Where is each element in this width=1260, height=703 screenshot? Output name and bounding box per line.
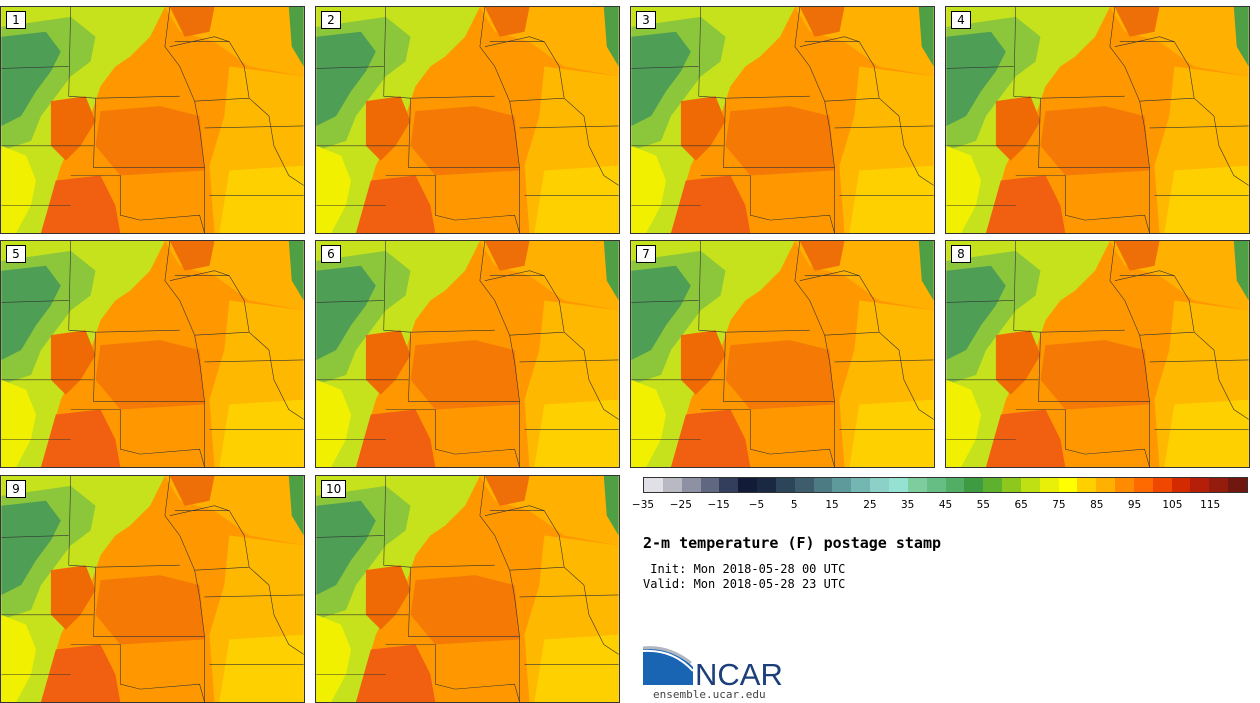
colorbar-swatch: [644, 478, 663, 492]
member-number-label: 10: [321, 480, 347, 498]
colorbar-tick-label: 25: [863, 499, 877, 511]
temperature-colorbar: [643, 477, 1248, 493]
map-area: [1, 476, 304, 702]
colorbar-swatch: [1152, 478, 1172, 492]
colorbar-tick-label: 45: [938, 499, 953, 511]
member-panel: 5: [0, 240, 305, 468]
temperature-map: [631, 7, 934, 233]
colorbar-swatch: [1171, 478, 1191, 492]
colorbar-tick-label: 95: [1127, 499, 1142, 511]
colorbar-tick-labels: −35 −25 −15 −5 5 15 25 35 45 55 65 75 85 95 105 115: [632, 499, 1248, 513]
colorbar-swatch: [945, 478, 965, 492]
temperature-map: [316, 476, 619, 702]
colorbar-swatch: [813, 478, 833, 492]
colorbar-swatch: [1115, 478, 1134, 492]
colorbar-tick-label: 75: [1052, 499, 1066, 511]
member-number-label: 4: [951, 11, 971, 29]
colorbar-swatch: [1228, 478, 1247, 492]
map-area: [631, 241, 934, 467]
temperature-map: [316, 7, 619, 233]
map-area: [946, 7, 1249, 233]
map-area: [631, 7, 934, 233]
member-panel: 1: [0, 6, 305, 234]
colorbar-tick-label: 105: [1162, 499, 1183, 511]
temperature-map: [1, 241, 304, 467]
colorbar-swatch: [757, 478, 776, 492]
map-area: [946, 241, 1249, 467]
map-area: [1, 241, 304, 467]
colorbar-tick-label: 65: [1014, 499, 1028, 511]
member-number-label: 3: [636, 11, 656, 29]
temperature-map: [946, 7, 1249, 233]
colorbar-tick-label: 55: [976, 499, 990, 511]
ncar-logo: NCAR: [643, 646, 783, 691]
figure-title: 2-m temperature (F) postage stamp: [643, 534, 942, 552]
temperature-map: [316, 241, 619, 467]
map-area: [316, 7, 619, 233]
colorbar-swatch: [1002, 478, 1021, 492]
colorbar-tick-label: 5: [790, 499, 798, 511]
colorbar-swatch: [681, 478, 701, 492]
member-number-label: 1: [6, 11, 26, 29]
site-url: ensemble.ucar.edu: [653, 688, 766, 701]
colorbar-swatch: [1020, 478, 1040, 492]
colorbar-tick-label: −25: [669, 499, 692, 511]
member-panel: 9: [0, 475, 305, 703]
colorbar-swatch: [1039, 478, 1059, 492]
member-panel: 7: [630, 240, 935, 468]
colorbar-swatch: [1190, 478, 1210, 492]
member-panel: 3: [630, 6, 935, 234]
colorbar-tick-label: 15: [825, 499, 839, 511]
temperature-map: [1, 476, 304, 702]
colorbar-swatch: [926, 478, 946, 492]
member-number-label: 5: [6, 245, 26, 263]
member-number-label: 7: [636, 245, 656, 263]
colorbar-swatch: [907, 478, 927, 492]
member-number-label: 9: [6, 480, 26, 498]
temperature-map: [946, 241, 1249, 467]
colorbar-swatch: [1209, 478, 1229, 492]
colorbar-swatch: [888, 478, 908, 492]
temperature-map: [631, 241, 934, 467]
colorbar-swatch: [1096, 478, 1116, 492]
colorbar-swatch: [964, 478, 984, 492]
map-area: [1, 7, 304, 233]
colorbar-swatch: [1077, 478, 1097, 492]
colorbar-swatch: [870, 478, 889, 492]
map-area: [316, 241, 619, 467]
colorbar-tick-label: −35: [631, 499, 655, 511]
ncar-logo-text: NCAR: [695, 657, 783, 691]
colorbar-swatch: [1058, 478, 1078, 492]
colorbar-swatch: [1133, 478, 1153, 492]
colorbar-swatch: [832, 478, 852, 492]
member-panel: 2: [315, 6, 620, 234]
colorbar-swatch: [738, 478, 758, 492]
member-number-label: 2: [321, 11, 341, 29]
member-panel: 6: [315, 240, 620, 468]
temperature-map: [1, 7, 304, 233]
colorbar-swatch: [700, 478, 720, 492]
colorbar-swatch: [662, 478, 682, 492]
member-number-label: 8: [951, 245, 971, 263]
colorbar-swatch: [719, 478, 739, 492]
colorbar-tick-label: −5: [748, 499, 765, 511]
colorbar-swatch: [851, 478, 871, 492]
colorbar-tick-label: 35: [901, 499, 915, 511]
colorbar-tick-label: 115: [1200, 499, 1221, 511]
colorbar-swatch: [775, 478, 795, 492]
colorbar-swatch: [983, 478, 1003, 492]
map-area: [316, 476, 619, 702]
init-time: Init: Mon 2018-05-28 00 UTC: [643, 562, 846, 576]
valid-time: Valid: Mon 2018-05-28 23 UTC: [643, 577, 846, 591]
colorbar-tick-label: 85: [1090, 499, 1104, 511]
member-panel: 4: [945, 6, 1250, 234]
member-panel: 10: [315, 475, 620, 703]
member-number-label: 6: [321, 245, 341, 263]
colorbar-tick-label: −15: [707, 499, 730, 511]
colorbar-swatch: [794, 478, 814, 492]
member-panel: 8: [945, 240, 1250, 468]
